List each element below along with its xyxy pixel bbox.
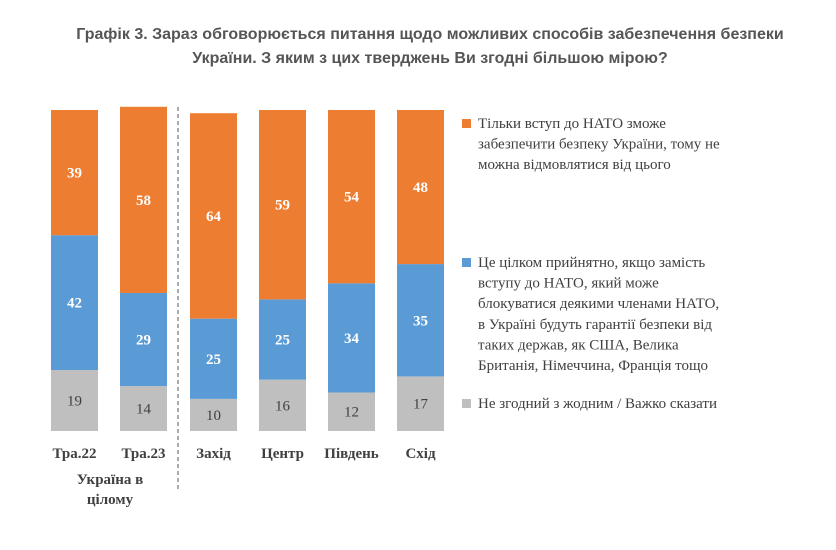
- group-label-line-2: цілому: [87, 492, 134, 508]
- bar-skhid-segment-nato-only: [397, 110, 444, 265]
- bar-tra23-value-undecided: 14: [136, 402, 152, 418]
- legend-text-2-line-4: в Україні будуть гарантії безпеки від: [478, 317, 712, 333]
- chart-title-line-1: Графік 3. Зараз обговорюється питання що…: [76, 26, 783, 43]
- legend-text-2-line-5: таких держав, як США, Велика: [478, 337, 679, 353]
- bar-tra23-segment-nato-only: [120, 106, 167, 293]
- bar-skhid-segment-guarantees: [397, 264, 444, 377]
- bar-tra23-value-guarantees: 29: [136, 333, 151, 349]
- bar-pivden-value-guarantees: 34: [344, 331, 360, 347]
- legend-swatch-1: [462, 119, 471, 128]
- bar-tra22-segment-undecided: [51, 370, 98, 431]
- legend-text-2-line-2: вступу до НАТО, який може: [478, 276, 659, 292]
- bar-tsentr-value-undecided: 16: [275, 398, 291, 414]
- legend-text-2-line-3: блокуватися деякими членами НАТО,: [478, 296, 719, 312]
- bar-zakhid-segment-nato-only: [190, 113, 237, 319]
- bar-tra22-segment-nato-only: [51, 110, 98, 236]
- legend-text-1-line-3: можна відмовлятися від цього: [478, 157, 671, 173]
- bar-zakhid-value-undecided: 10: [206, 408, 221, 424]
- bar-zakhid-segment-undecided: [190, 398, 237, 431]
- bar-tsentr-value-nato-only: 59: [275, 198, 290, 214]
- bar-tra23-value-nato-only: 58: [136, 193, 151, 209]
- legend-swatch-2: [462, 258, 471, 267]
- category-label-zakhid: Захід: [196, 446, 231, 462]
- bar-pivden-value-undecided: 12: [344, 405, 359, 421]
- legend-text-1-line-2: забезпечити безпеку України, тому не: [478, 137, 720, 153]
- bars-group: [51, 106, 444, 431]
- bar-skhid-segment-undecided: [397, 376, 444, 431]
- bar-tsentr-value-guarantees: 25: [275, 333, 290, 349]
- bar-tra22-value-guarantees: 42: [67, 296, 82, 312]
- category-label-skhid: Схід: [405, 446, 436, 462]
- chart-title-line-2: України. З яким з цих тверджень Ви згодн…: [192, 50, 667, 67]
- bar-tra23-segment-undecided: [120, 386, 167, 431]
- bar-tra22-value-undecided: 19: [67, 394, 82, 410]
- bar-pivden-segment-guarantees: [328, 283, 375, 393]
- value-labels-group: 19 42 39 14 29 58 10 25 64 16 25 59 12 34 54 17 35 48: [67, 166, 429, 424]
- bar-tsentr-segment-nato-only: [259, 110, 306, 300]
- bar-tra22-segment-guarantees: [51, 235, 98, 371]
- bar-pivden-segment-undecided: [328, 392, 375, 431]
- bar-zakhid-value-nato-only: 64: [206, 209, 222, 225]
- bar-tsentr-segment-guarantees: [259, 299, 306, 380]
- legend-text-2-line-6: Британія, Німеччина, Франція тощо: [478, 358, 708, 374]
- category-labels-group: Тра.22 Тра.23 Захід Центр Південь Схід: [52, 446, 435, 462]
- category-label-tra23: Тра.23: [121, 446, 165, 462]
- category-label-tsentr: Центр: [261, 446, 304, 462]
- bar-pivden-value-nato-only: 54: [344, 190, 360, 206]
- bar-skhid-value-guarantees: 35: [413, 313, 428, 329]
- bar-skhid-value-undecided: 17: [413, 397, 429, 413]
- bar-skhid-value-nato-only: 48: [413, 180, 428, 196]
- group-label-line-1: Україна в: [77, 472, 143, 488]
- category-label-tra22: Тра.22: [52, 446, 96, 462]
- legend: Тільки вступ до НАТО зможе забезпечити бе…: [462, 116, 720, 412]
- bar-pivden-segment-nato-only: [328, 110, 375, 284]
- bar-tsentr-segment-undecided: [259, 379, 306, 431]
- bar-tra22-value-nato-only: 39: [67, 166, 82, 182]
- bar-zakhid-segment-guarantees: [190, 318, 237, 399]
- legend-text-3-line-1: Не згодний з жодним / Важко сказати: [478, 396, 717, 412]
- category-label-pivden: Південь: [324, 446, 378, 462]
- bar-tra23-segment-guarantees: [120, 292, 167, 387]
- legend-text-1-line-1: Тільки вступ до НАТО зможе: [478, 116, 666, 132]
- legend-swatch-3: [462, 399, 471, 408]
- bar-zakhid-value-guarantees: 25: [206, 352, 221, 368]
- legend-text-2-line-1: Це цілком прийнятно, якщо замість: [478, 255, 705, 271]
